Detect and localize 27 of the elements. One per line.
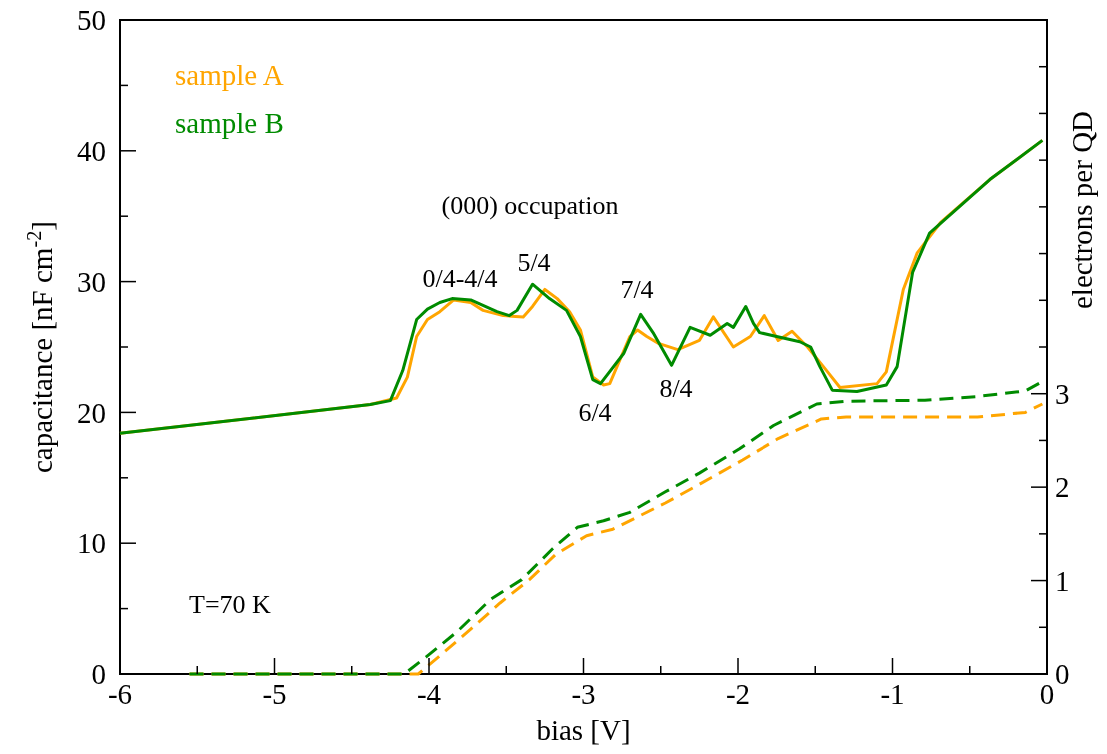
annotation: (000) occupation <box>441 191 619 221</box>
y-tick-label: 20 <box>77 396 106 429</box>
y-tick-label: 40 <box>77 134 106 167</box>
x-tick-label: 0 <box>1039 678 1055 710</box>
x-tick-label: -1 <box>880 678 905 710</box>
x-tick-label: -5 <box>262 678 287 710</box>
y-tick-label: 10 <box>77 527 106 560</box>
annotation: 5/4 <box>517 248 551 278</box>
text: sample A <box>175 59 284 92</box>
annotation: 7/4 <box>620 275 654 305</box>
annotation: 8/4 <box>659 374 693 404</box>
x-tick-label: -4 <box>416 678 442 710</box>
line-series <box>118 138 1044 435</box>
x-axis-title: bias [V] <box>536 714 631 746</box>
y-tick-label: 50 <box>77 4 106 37</box>
y2-axis-title: electrons per QD <box>1066 110 1098 310</box>
y2-tick-label: 2 <box>1055 471 1070 504</box>
annotation: 6/4 <box>578 398 612 428</box>
y-tick-label: 30 <box>77 265 106 298</box>
annotation: 0/4-4/4 <box>422 264 498 294</box>
x-tick-label: -2 <box>725 678 751 710</box>
y2-tick-label: 1 <box>1055 564 1070 597</box>
y2-tick-label: 3 <box>1055 377 1070 410</box>
x-tick-label: -3 <box>571 678 596 710</box>
annotation: T=70 K <box>189 590 272 620</box>
x-tick-label: -6 <box>107 678 133 710</box>
text: sample B <box>175 107 284 140</box>
